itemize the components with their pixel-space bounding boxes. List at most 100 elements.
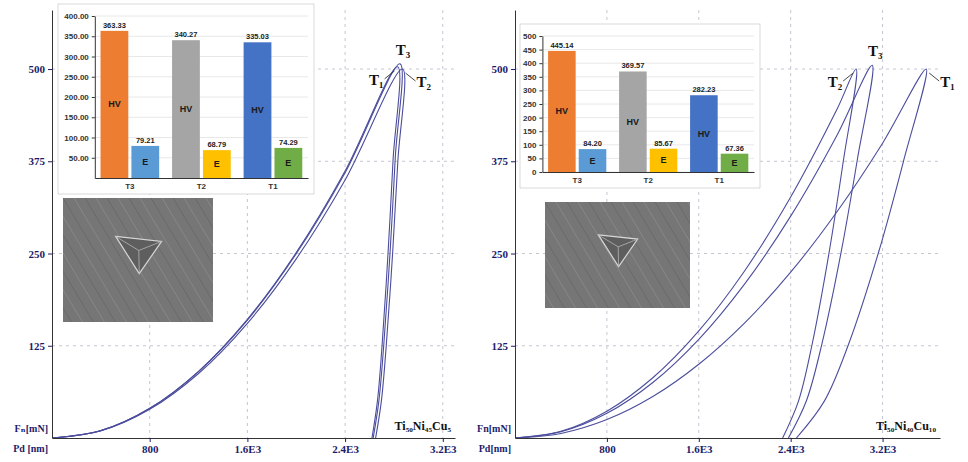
data-label: 67.36 [725, 144, 744, 153]
inset-x-tick-label: T1 [268, 182, 278, 191]
inset-y-tick: 350.00 [64, 32, 94, 41]
sem-texture [545, 202, 690, 308]
inset-y-tick-label: 250.00 [64, 73, 89, 82]
inset-y-tick-label: 500 [523, 32, 537, 41]
data-label: 74.29 [279, 138, 298, 147]
y-tick-label: 375 [492, 155, 509, 167]
curve-label: T₃ [868, 43, 883, 59]
y-tick-mark [511, 254, 515, 255]
inset-y-tick-mark [539, 104, 542, 105]
sem-texture [63, 198, 213, 322]
inset-y-tick-mark [539, 172, 542, 173]
sem-indent [116, 236, 162, 273]
sem-scratch [206, 198, 213, 322]
grid [52, 10, 455, 438]
bar [721, 154, 749, 172]
sem-indent-edge [116, 236, 139, 250]
bar [690, 95, 718, 172]
curve-labels: T₁T₃T₂ [369, 42, 431, 90]
inset-y-tick-label: 150 [523, 127, 537, 136]
inset-x-tick-label: T3 [125, 182, 135, 191]
curve-label: T₂ [828, 74, 843, 90]
x-axis: 8001.6E32.4E33.2E3 [516, 438, 941, 455]
inset-y-tick: 100.00 [64, 134, 94, 143]
inset-y-tick-label: 350 [523, 73, 537, 82]
inset-y-tick-mark [539, 63, 542, 64]
sem-scratch [107, 198, 181, 322]
sem-scratch [118, 198, 192, 322]
inset-x-tick-label: T3 [573, 176, 583, 185]
inset-y-tick: 0 [532, 168, 542, 177]
sem-scratch [184, 198, 213, 322]
sem-scratch [63, 198, 104, 322]
inset-y-tick: 450 [523, 46, 542, 55]
inset-y-tick-label: 200 [523, 114, 537, 123]
sem-indent-edge [598, 235, 618, 247]
curve-label: T₃ [396, 42, 411, 58]
x-tick-label: 3.2E3 [870, 443, 897, 455]
y-tick-mark [48, 254, 52, 255]
data-label: 335.03 [246, 32, 269, 41]
x-tick-mark [345, 438, 346, 442]
data-label: 445.14 [550, 41, 574, 50]
sem-scratch [688, 202, 690, 308]
sem-scratch [151, 198, 213, 322]
inset-y-tick-label: 300 [523, 86, 537, 95]
y-tick-mark [48, 69, 52, 70]
sem-indent-edge [139, 241, 162, 250]
bar [131, 146, 159, 178]
y-tick-label: 125 [492, 340, 509, 352]
inset-x-tick-label: T2 [644, 176, 654, 185]
inset-y-tick: 50 [527, 154, 542, 163]
x-tick: 1.6E3 [686, 438, 713, 455]
bar [548, 51, 576, 172]
sem-scratch [633, 202, 690, 308]
inset-y-tick-mark [92, 158, 95, 159]
inset-x-tick: T1 [715, 172, 725, 185]
sem-indent-edge [618, 247, 619, 267]
grid-line [345, 10, 346, 438]
curve-label: T₁ [940, 74, 955, 90]
x-axis-line [516, 438, 941, 439]
x-axis-title: Pd[nm] [479, 443, 511, 454]
bar [172, 40, 200, 178]
inset-background [58, 4, 314, 194]
bar [619, 71, 647, 172]
inset-x-tick-label: T2 [197, 182, 207, 191]
inset-y-tick: 250.00 [64, 73, 94, 82]
inset-y-tick-mark [92, 77, 95, 78]
y-tick: 500 [29, 63, 53, 75]
x-tick-label: 1.6E3 [686, 443, 713, 455]
x-tick-mark [883, 438, 884, 442]
sem-scratch [655, 202, 690, 308]
y-axis: 125250375500 [29, 11, 53, 439]
inset-y-tick-mark [539, 131, 542, 132]
y-tick: 250 [29, 248, 53, 260]
bar [101, 31, 129, 178]
y-tick-label: 375 [29, 155, 46, 167]
y-axis-title: Fₙ[mN] [14, 423, 48, 434]
grid-line [52, 345, 455, 346]
inset-x-tick: T1 [268, 178, 278, 191]
bar [244, 42, 272, 178]
x-tick-label: 3.2E3 [430, 443, 457, 455]
grid-line [442, 10, 443, 438]
inset-y-axis-line [95, 17, 96, 179]
sem-micrograph [0, 198, 368, 322]
sem-scratch [173, 198, 213, 322]
sem-indent-edge [618, 239, 637, 247]
inset-y-axis: 050100150200250300350400450500 [523, 32, 543, 177]
y-axis: 125250375500 [492, 11, 516, 439]
data-label: 363.33 [103, 21, 126, 30]
grid-line [882, 10, 883, 438]
inset-x-axis-line [543, 172, 755, 173]
inset-x-axis-line [95, 178, 308, 179]
inset-y-tick-label: 400.00 [64, 12, 89, 21]
bar [650, 149, 678, 172]
inset-y-tick-label: 50 [527, 154, 536, 163]
bar-series-label: HV [251, 105, 264, 115]
inset-y-tick: 200.00 [64, 93, 94, 102]
inset-y-tick-label: 50.00 [69, 154, 90, 163]
data-label: 282.23 [692, 85, 715, 94]
inset-y-tick-mark [92, 36, 95, 37]
